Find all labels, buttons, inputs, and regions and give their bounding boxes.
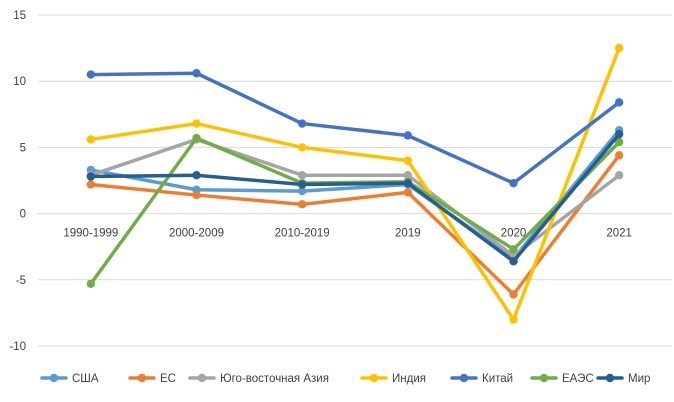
legend-label: Китай <box>482 373 513 385</box>
legend-label: Мир <box>628 373 650 385</box>
y-tick-label: -5 <box>16 275 26 287</box>
legend-label: ЕАЭС <box>562 373 594 385</box>
legend-label: ЕС <box>160 373 176 385</box>
legend-swatch-marker <box>459 373 469 383</box>
legend-label: Юго-восточная Азия <box>220 373 329 385</box>
x-tick-label: 2000-2009 <box>169 228 224 240</box>
series-line <box>89 46 621 322</box>
data-point <box>192 171 201 180</box>
legend-swatch-marker <box>49 373 59 383</box>
legend-item: ЕС <box>128 373 176 385</box>
legend-item: ЕАЭС <box>530 373 594 385</box>
x-tick-label: 2010-2019 <box>275 228 330 240</box>
data-point <box>297 119 307 128</box>
data-point <box>403 131 413 140</box>
legend-item: Мир <box>596 373 650 385</box>
series-line <box>89 128 621 261</box>
y-axis-tick-labels: -10 -5 0 5 10 15 <box>9 10 26 353</box>
data-point <box>403 188 413 197</box>
y-tick-label: -10 <box>9 341 26 353</box>
data-point <box>297 180 307 189</box>
data-point <box>509 290 518 299</box>
data-point <box>614 129 624 139</box>
data-point <box>297 200 307 209</box>
legend-item: Китай <box>450 373 513 385</box>
data-point <box>509 245 518 254</box>
series-line <box>89 132 621 264</box>
data-point <box>86 172 96 181</box>
legend-item: Юго-восточная Азия <box>188 373 329 385</box>
y-tick-label: 0 <box>20 209 26 221</box>
y-tick-label: 5 <box>20 142 26 154</box>
data-point <box>297 171 307 180</box>
legend-swatch-marker <box>605 373 615 383</box>
legend: США ЕС Юго-восточная Азия Индия Китай ЕАЭС Мир <box>40 373 650 385</box>
data-point <box>509 178 518 188</box>
x-tick-label: 2021 <box>606 228 632 240</box>
x-tick-label: 2020 <box>501 228 527 240</box>
legend-swatch-marker <box>137 373 147 383</box>
series-6 <box>86 129 624 266</box>
data-point <box>86 180 96 189</box>
series-line <box>89 71 621 185</box>
data-point <box>403 156 413 165</box>
series-5 <box>86 133 624 288</box>
x-axis-tick-labels: 1990-1999 2000-2009 2010-2019 2019 2020 2021 <box>63 228 632 240</box>
data-point <box>297 186 307 196</box>
data-point <box>297 143 307 152</box>
series-layer <box>86 43 624 324</box>
data-point <box>192 190 201 200</box>
data-point <box>86 70 96 79</box>
series-3 <box>86 43 624 324</box>
data-point <box>614 151 624 160</box>
y-tick-label: 15 <box>13 10 26 22</box>
series-4 <box>86 69 624 188</box>
x-tick-label: 2019 <box>395 228 421 240</box>
data-point <box>192 119 201 128</box>
data-point <box>509 315 518 324</box>
y-tick-label: 10 <box>13 76 26 88</box>
data-point <box>509 257 518 266</box>
legend-swatch-marker <box>197 373 207 383</box>
x-tick-label: 1990-1999 <box>63 228 118 240</box>
data-point <box>614 43 624 53</box>
legend-label: Индия <box>392 373 426 385</box>
data-point <box>86 279 96 288</box>
legend-swatch-marker <box>539 373 549 383</box>
data-point <box>614 171 624 180</box>
legend-item: США <box>40 373 99 385</box>
legend-label: США <box>72 373 99 385</box>
data-point <box>614 137 624 147</box>
data-point <box>403 178 413 188</box>
data-point <box>614 98 624 107</box>
legend-item: Индия <box>360 373 426 385</box>
legend-swatch-marker <box>369 373 379 383</box>
data-point <box>192 69 201 78</box>
data-point <box>86 135 96 144</box>
data-point <box>403 171 413 180</box>
data-point <box>192 133 201 143</box>
